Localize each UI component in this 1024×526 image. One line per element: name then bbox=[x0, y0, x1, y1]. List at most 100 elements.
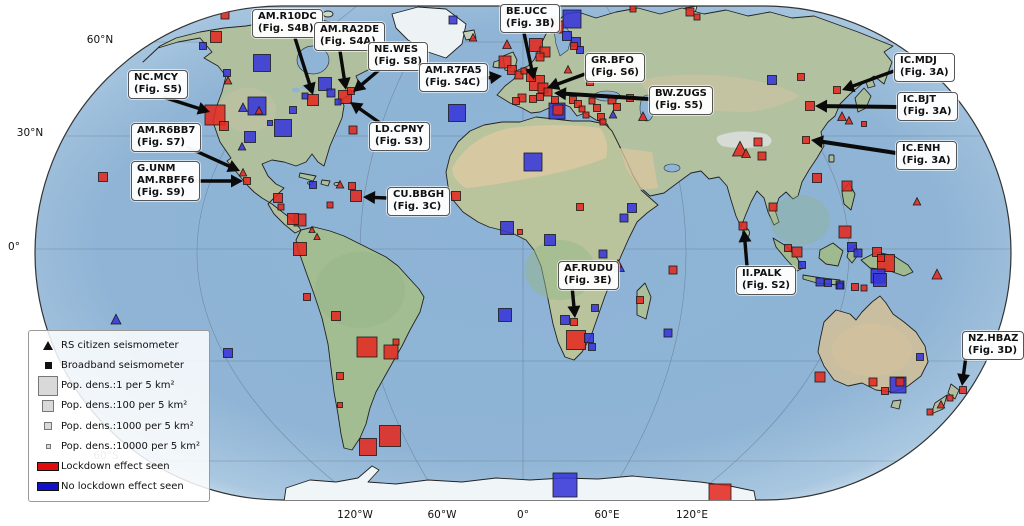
lockdown-square-marker bbox=[204, 104, 226, 126]
axis-label-60degW: 60°W bbox=[427, 509, 457, 521]
axis-label-60degN: 60°N bbox=[86, 34, 114, 46]
lockdown-square-marker bbox=[578, 105, 586, 113]
no-lockdown-square-marker bbox=[318, 77, 332, 91]
lockdown-square-marker bbox=[210, 31, 222, 43]
lockdown-square-marker bbox=[326, 201, 334, 209]
callout-am-ra2de: AM.RA2DE (Fig. S4A) bbox=[314, 22, 386, 51]
lockdown-square-marker bbox=[293, 242, 307, 256]
callout-arrowhead-am-ra2de bbox=[337, 77, 351, 90]
callout-arrowhead-am-r6bb7 bbox=[226, 160, 240, 172]
callout-arrowhead-cu-bbgh bbox=[363, 191, 376, 204]
lockdown-triangle-marker bbox=[308, 225, 316, 233]
callout-text: (Fig. S5) bbox=[655, 99, 703, 111]
callout-text: (Fig. 3A) bbox=[900, 66, 949, 78]
callout-text: (Fig. S3) bbox=[375, 135, 423, 147]
lockdown-triangle-marker bbox=[837, 111, 847, 121]
lockdown-triangle-marker bbox=[844, 115, 854, 125]
no-lockdown-triangle-marker bbox=[237, 141, 247, 151]
map-legend: RS citizen seismometer Broadband seismome… bbox=[28, 330, 210, 502]
no-lockdown-square-marker bbox=[562, 31, 572, 41]
callout-text: BE.UCC bbox=[506, 6, 548, 17]
lockdown-triangle-marker bbox=[563, 64, 573, 74]
broadband-square-icon bbox=[35, 361, 61, 369]
no-lockdown-square-marker bbox=[562, 9, 582, 29]
lockdown-square-marker bbox=[926, 408, 934, 416]
lockdown-square-marker bbox=[757, 151, 767, 161]
axis-label-30degN: 30°N bbox=[16, 127, 44, 139]
callout-text: LD.CPNY bbox=[375, 124, 424, 135]
callout-arrow-af-rudu bbox=[570, 285, 576, 310]
callout-arrow-ii-palk bbox=[743, 238, 749, 267]
callout-arrowhead-ne-wes bbox=[353, 79, 367, 92]
no-lockdown-square-marker bbox=[326, 88, 336, 98]
lockdown-square-marker bbox=[535, 52, 545, 62]
callout-text: NE.WES bbox=[374, 44, 419, 55]
no-lockdown-square-marker bbox=[836, 282, 844, 290]
lockdown-square-marker bbox=[593, 104, 601, 112]
callout-text: BW.ZUGS bbox=[655, 88, 707, 99]
lockdown-square-marker bbox=[539, 46, 551, 58]
callout-arrow-ic-bjt bbox=[823, 104, 898, 109]
callout-text: (Fig. S9) bbox=[137, 186, 185, 198]
callout-arrowhead-ic-bjt bbox=[815, 99, 828, 113]
no-lockdown-square-marker bbox=[309, 181, 317, 189]
callout-text: (Fig. S4A) bbox=[320, 35, 376, 47]
lockdown-square-marker bbox=[392, 338, 400, 346]
no-lockdown-square-marker bbox=[498, 308, 512, 322]
callout-cu-bbgh: CU.BBGH (Fig. 3C) bbox=[387, 187, 451, 216]
callout-nc-mcy: NC.MCY (Fig. S5) bbox=[128, 70, 188, 99]
no-lockdown-square-marker bbox=[598, 249, 608, 259]
no-lockdown-square-marker bbox=[301, 92, 309, 100]
legend-row: Pop. dens.:10000 per 5 km² bbox=[35, 437, 203, 455]
lockdown-square-marker bbox=[498, 55, 512, 69]
no-lockdown-triangle-marker bbox=[608, 109, 618, 119]
lockdown-square-marker bbox=[520, 67, 528, 75]
no-lockdown-blue-glyph bbox=[37, 482, 59, 492]
callout-text: CU.BBGH bbox=[393, 189, 445, 200]
callout-text: (Fig. S5) bbox=[134, 83, 182, 95]
callout-text: GR.BFO bbox=[591, 55, 634, 66]
lockdown-square-marker bbox=[337, 402, 343, 408]
axis-label-0deg: 0° bbox=[517, 509, 529, 521]
lockdown-square-marker bbox=[895, 377, 905, 387]
no-lockdown-square-marker bbox=[552, 472, 578, 498]
callout-text: NC.MCY bbox=[134, 72, 179, 83]
lockdown-triangle-marker bbox=[931, 268, 943, 280]
station-markers-layer bbox=[98, 6, 967, 500]
lockdown-triangle-marker bbox=[223, 75, 233, 85]
lockdown-square-marker bbox=[784, 244, 792, 252]
lockdown-square-marker bbox=[570, 42, 578, 50]
legend-row: RS citizen seismometer bbox=[35, 336, 203, 354]
pop-1-icon bbox=[35, 375, 61, 396]
lockdown-triangle-marker bbox=[335, 179, 345, 189]
lockdown-square-marker bbox=[356, 336, 378, 358]
callout-arrow-am-r10dc bbox=[293, 37, 312, 87]
callout-arrow-ne-wes bbox=[358, 68, 381, 88]
lockdown-square-marker bbox=[814, 371, 826, 383]
no-lockdown-square-marker bbox=[500, 221, 514, 235]
callout-arrowhead-af-rudu bbox=[567, 305, 581, 318]
callout-am-r6bb7: AM.R6BB7 (Fig. S7) bbox=[131, 123, 202, 152]
lockdown-square-marker bbox=[551, 96, 559, 104]
lockdown-square-marker bbox=[812, 173, 822, 183]
lockdown-square-marker bbox=[797, 73, 805, 81]
axis-label-0deg: 0° bbox=[8, 241, 20, 253]
lockdown-square-marker bbox=[348, 125, 358, 135]
callout-text: AM.R7FA5 bbox=[425, 65, 482, 76]
lockdown-square-marker bbox=[507, 65, 517, 75]
lockdown-square-marker bbox=[860, 284, 868, 292]
no-lockdown-square-marker bbox=[853, 248, 863, 258]
lockdown-triangle-marker bbox=[936, 399, 946, 409]
lockdown-square-marker bbox=[946, 394, 954, 402]
lockdown-square-marker bbox=[791, 246, 803, 258]
callout-arrow-am-ra2de bbox=[338, 50, 347, 82]
callout-ic-enh: IC.ENH (Fig. 3A) bbox=[896, 141, 957, 170]
lockdown-square-marker bbox=[636, 296, 644, 304]
lockdown-square-marker bbox=[529, 38, 543, 52]
callout-text: (Fig. S7) bbox=[137, 136, 185, 148]
lockdown-square-marker bbox=[802, 136, 810, 144]
lockdown-square-marker bbox=[359, 438, 377, 456]
pop-100-glyph bbox=[42, 399, 54, 412]
lockdown-square-marker bbox=[552, 104, 564, 116]
